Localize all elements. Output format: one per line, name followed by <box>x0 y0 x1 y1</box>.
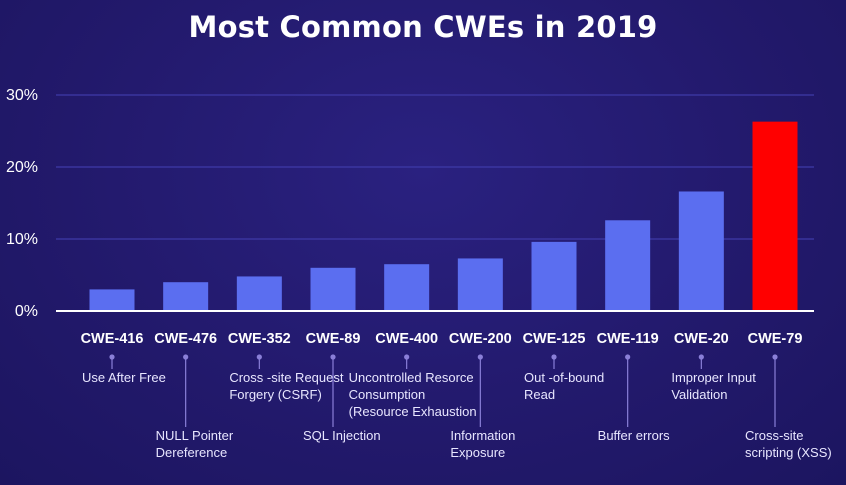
chart-title: Most Common CWEs in 2019 <box>188 10 658 44</box>
bar-cwe-352 <box>236 276 282 311</box>
category-description: Out -of-bound <box>524 370 604 385</box>
category-description: Use After Free <box>82 370 166 385</box>
bar-cwe-89 <box>310 267 356 311</box>
bar-cwe-200 <box>457 258 503 311</box>
y-tick-label: 0% <box>15 303 38 320</box>
y-tick-label: 30% <box>6 87 38 104</box>
bar-cwe-416 <box>89 289 135 311</box>
bar-cwe-119 <box>605 220 651 311</box>
category-description: Read <box>524 387 555 402</box>
bar-cwe-79 <box>752 121 798 311</box>
category-description: Information <box>450 428 515 443</box>
category-label: CWE-416 <box>81 331 144 347</box>
category-description: (Resource Exhaustion <box>349 404 477 419</box>
category-description: Buffer errors <box>598 428 671 443</box>
category-label: CWE-352 <box>228 331 291 347</box>
category-label: CWE-476 <box>154 331 217 347</box>
category-description: Forgery (CSRF) <box>229 387 321 402</box>
category-description: Cross-site <box>745 428 804 443</box>
bar-cwe-476 <box>163 282 209 311</box>
category-label: CWE-20 <box>674 331 729 347</box>
category-label: CWE-89 <box>306 331 361 347</box>
category-label: CWE-119 <box>597 331 659 347</box>
bar-cwe-20 <box>678 191 724 311</box>
category-label: CWE-200 <box>449 331 512 347</box>
category-description: Exposure <box>450 445 505 460</box>
category-description: Dereference <box>156 445 228 460</box>
category-description: scripting (XSS) <box>745 445 832 460</box>
category-description: Uncontrolled Resorce <box>349 370 474 385</box>
bar-cwe-125 <box>531 241 577 311</box>
y-tick-label: 10% <box>6 231 38 248</box>
bar-cwe-400 <box>384 264 430 311</box>
category-description: SQL Injection <box>303 428 381 443</box>
y-tick-label: 20% <box>6 159 38 176</box>
category-description: Cross -site Request <box>229 370 344 385</box>
category-label: CWE-400 <box>375 331 438 347</box>
category-description: Consumption <box>349 387 426 402</box>
category-description: Improper Input <box>671 370 756 385</box>
category-description: NULL Pointer <box>156 428 234 443</box>
category-label: CWE-79 <box>748 331 803 347</box>
category-label: CWE-125 <box>523 331 586 347</box>
category-description: Validation <box>671 387 727 402</box>
